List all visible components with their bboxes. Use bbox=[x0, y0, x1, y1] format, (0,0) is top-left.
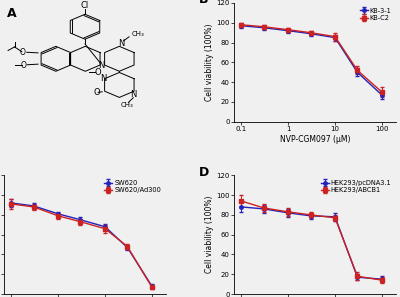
Y-axis label: Cell viability (100%): Cell viability (100%) bbox=[204, 24, 214, 101]
Text: D: D bbox=[198, 166, 209, 179]
Y-axis label: Cell viability (100%): Cell viability (100%) bbox=[204, 196, 214, 273]
Text: O: O bbox=[20, 61, 26, 70]
Text: CH₃: CH₃ bbox=[132, 31, 144, 37]
Text: N: N bbox=[118, 40, 125, 48]
Legend: HEK293/pcDNA3.1, HEK293/ABCB1: HEK293/pcDNA3.1, HEK293/ABCB1 bbox=[319, 178, 393, 195]
Text: N: N bbox=[130, 90, 136, 99]
Text: N: N bbox=[98, 61, 104, 69]
Legend: SW620, SW620/Ad300: SW620, SW620/Ad300 bbox=[103, 178, 163, 195]
X-axis label: NVP-CGM097 (μM): NVP-CGM097 (μM) bbox=[280, 135, 350, 144]
Text: N: N bbox=[100, 74, 106, 83]
Text: Cl: Cl bbox=[81, 1, 89, 10]
Text: O: O bbox=[20, 48, 26, 57]
Text: A: A bbox=[7, 7, 17, 20]
Legend: KB-3-1, KB-C2: KB-3-1, KB-C2 bbox=[358, 6, 393, 22]
Text: CH₃: CH₃ bbox=[120, 102, 133, 108]
Text: B: B bbox=[198, 0, 208, 7]
Text: O: O bbox=[95, 68, 102, 77]
Text: O: O bbox=[93, 88, 100, 97]
